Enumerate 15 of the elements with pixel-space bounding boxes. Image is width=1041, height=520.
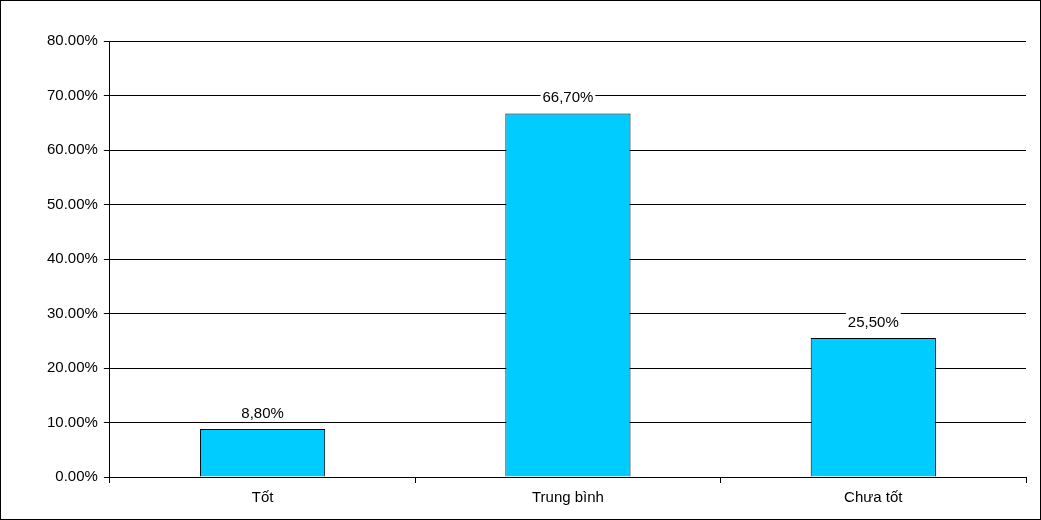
y-tick-label: 70.00%: [47, 85, 98, 103]
x-tick-label: Chưa tốt: [844, 488, 904, 506]
y-tick-label: 60.00%: [47, 140, 98, 158]
y-tick-label: 40.00%: [47, 249, 98, 267]
y-tick-label: 0.00%: [55, 467, 98, 485]
x-tick-label: Tốt: [251, 488, 275, 506]
y-tick-label: 20.00%: [47, 358, 98, 376]
y-tick-label: 50.00%: [47, 194, 98, 212]
x-tick-label: Trung bình: [531, 488, 604, 506]
data-label: 25,50%: [847, 312, 899, 330]
y-tick-label: 80.00%: [47, 31, 98, 49]
data-label: 66,70%: [542, 88, 594, 106]
data-label: 8,80%: [241, 403, 284, 421]
y-tick-label: 30.00%: [47, 303, 98, 321]
y-tick-label: 10.00%: [47, 412, 98, 430]
